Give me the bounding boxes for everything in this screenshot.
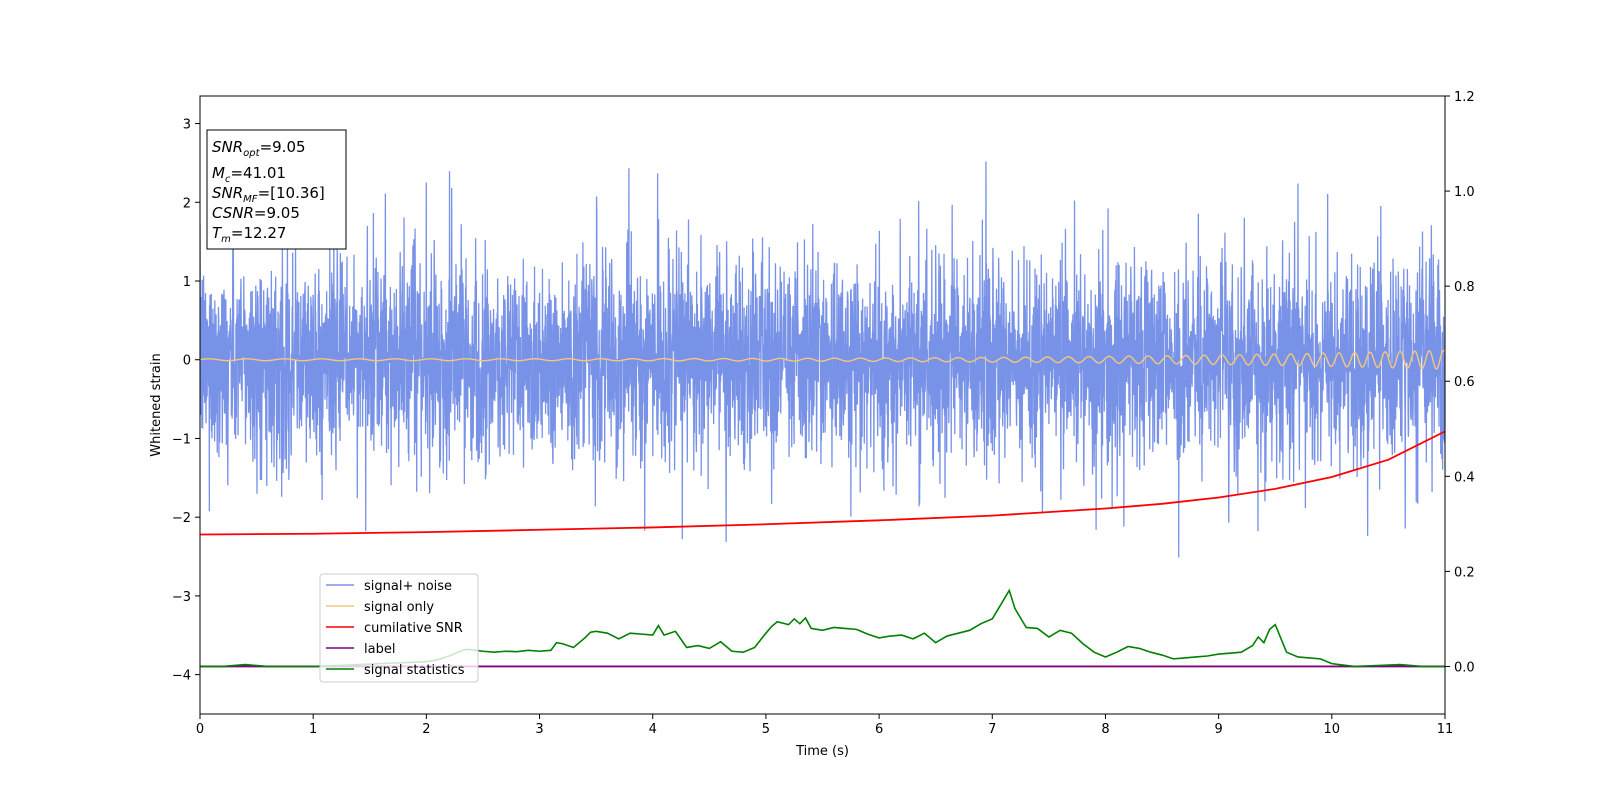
x-tick-label: 10	[1324, 722, 1341, 737]
snr-opt-text: SNRopt=9.05	[212, 138, 306, 159]
x-tick-label: 11	[1437, 722, 1454, 737]
x-tick-label: 2	[422, 722, 430, 737]
x-tick-label: 6	[875, 722, 883, 737]
y-left-tick-label: 2	[183, 196, 191, 211]
x-tick-label: 3	[535, 722, 543, 737]
csnr-text: CSNR=9.05	[212, 204, 300, 222]
y-right-tick-label: 1.2	[1454, 90, 1475, 105]
legend: signal+ noise signal only cumilative SNR…	[319, 573, 479, 683]
y-left-tick-label: −2	[172, 511, 191, 526]
x-tick-label: 7	[988, 722, 996, 737]
x-tick-label: 8	[1101, 722, 1109, 737]
series-signal-noise	[200, 161, 1445, 558]
legend-label-label: label	[364, 642, 395, 657]
series-signal-statistics	[200, 588, 1445, 668]
x-axis-title: Time (s)	[795, 744, 849, 759]
y-right-tick-label: 0.0	[1454, 660, 1475, 675]
y-right-tick-label: 0.4	[1454, 470, 1475, 485]
axes: 0 1 2 3 4 5 6 7 8 9 10 113210−1−2−3−41.21.00.80.60.…	[149, 90, 1475, 759]
info-box: SNRopt=9.05 Mc=41.01 SNRMF=[10.36] CSNR=…	[206, 129, 347, 250]
y-left-tick-label: 1	[183, 275, 191, 290]
y-right-tick-label: 1.0	[1454, 185, 1475, 200]
legend-label-signal-statistics: signal statistics	[364, 663, 465, 678]
x-tick-label: 9	[1214, 722, 1222, 737]
axes-frame	[199, 95, 1446, 715]
y-left-tick-label: 0	[183, 354, 191, 369]
y-axis-title: Whitened strain	[149, 353, 164, 456]
legend-label-cumulative-snr: cumilative SNR	[364, 621, 463, 636]
x-tick-label: 1	[309, 722, 317, 737]
series-signal-only	[200, 349, 1445, 370]
merger-time-text: Tm=12.27	[212, 224, 286, 245]
y-left-tick-label: −4	[172, 669, 191, 684]
info-box-frame	[206, 129, 347, 250]
y-right-tick-label: 0.8	[1454, 280, 1475, 295]
series-cumulative-snr	[200, 430, 1445, 536]
snr-mf-text: SNRMF=[10.36]	[212, 184, 325, 205]
y-left-tick-label: 3	[183, 118, 191, 133]
legend-frame	[319, 573, 479, 683]
x-tick-label: 4	[649, 722, 657, 737]
y-right-tick-label: 0.6	[1454, 375, 1475, 390]
x-tick-label: 0	[196, 722, 204, 737]
legend-label-signal-noise: signal+ noise	[364, 579, 452, 594]
x-tick-label: 5	[762, 722, 770, 737]
chirp-mass-text: Mc=41.01	[212, 164, 286, 185]
y-right-tick-label: 0.2	[1454, 565, 1475, 580]
legend-label-signal-only: signal only	[364, 600, 434, 615]
y-left-tick-label: −3	[172, 590, 191, 605]
y-left-tick-label: −1	[172, 432, 191, 447]
